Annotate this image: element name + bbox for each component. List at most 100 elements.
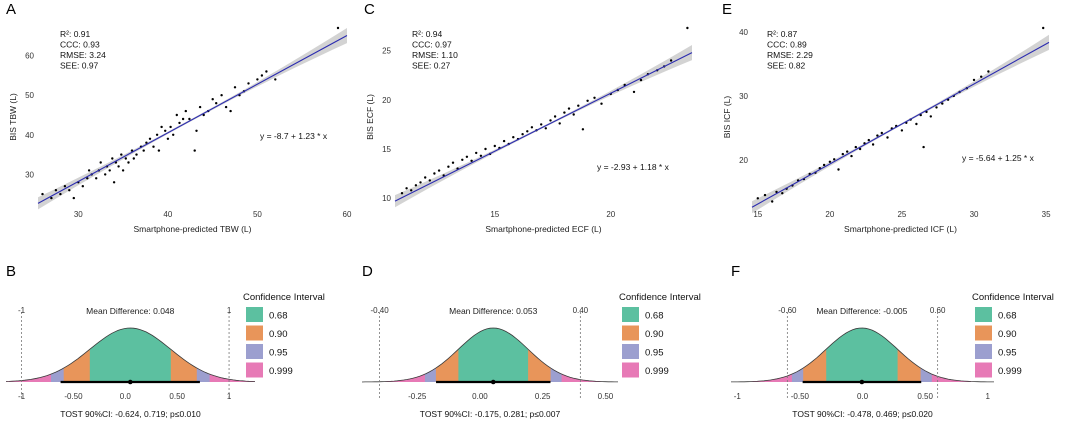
data-point	[433, 172, 436, 175]
panel-letter: E	[722, 1, 732, 18]
data-point	[99, 161, 102, 164]
data-point	[493, 144, 496, 148]
data-point	[419, 181, 422, 184]
y-tick-label: 30	[25, 170, 34, 179]
x-tick-label: -0.25	[408, 392, 427, 401]
data-point	[142, 149, 145, 152]
equivalence-bound-label: -0.40	[370, 306, 389, 315]
stat-text: SEE: 0.27	[412, 61, 451, 71]
data-point	[184, 109, 187, 113]
regression-equation: y = -5.64 + 1.25 * x	[962, 153, 1035, 163]
tost-result: TOST 90%CI: -0.175, 0.281; p≤0.007	[420, 409, 561, 419]
legend-swatch	[622, 325, 639, 341]
data-point	[108, 169, 111, 172]
data-point	[521, 133, 524, 136]
data-point	[876, 134, 879, 137]
data-point	[854, 145, 857, 149]
data-point	[130, 149, 134, 152]
x-tick-label: 0.0	[120, 392, 132, 401]
ci-legend: Confidence Interval 0.68 0.90 0.95 0.999	[972, 292, 1054, 378]
stat-text: CCC: 0.97	[412, 40, 452, 50]
data-point	[775, 190, 778, 194]
regression-equation: y = -8.7 + 1.23 * x	[260, 131, 328, 141]
stat-text: SEE: 0.82	[767, 61, 806, 71]
data-point	[148, 137, 152, 140]
data-point	[400, 192, 404, 195]
legend-title: Confidence Interval	[619, 292, 701, 303]
mean-difference-label: Mean Difference: 0.048	[86, 306, 174, 316]
data-point	[465, 155, 469, 158]
equivalence-bound-label: 1	[227, 306, 232, 315]
x-tick-label: 0.50	[169, 392, 185, 401]
data-point	[867, 138, 870, 142]
confidence-band	[752, 34, 1049, 214]
legend-swatch	[975, 325, 992, 341]
data-point	[540, 123, 543, 126]
data-point	[470, 159, 473, 162]
x-tick-label: 30	[74, 210, 83, 219]
data-point	[195, 129, 198, 132]
legend-title: Confidence Interval	[243, 292, 325, 303]
data-point	[121, 169, 125, 172]
panel-letter: D	[362, 263, 373, 280]
data-point	[63, 185, 67, 188]
data-point	[414, 184, 418, 187]
data-point	[256, 78, 259, 81]
x-tick-label: 0.00	[472, 392, 488, 401]
data-point	[828, 160, 832, 163]
data-point	[132, 157, 135, 160]
data-point	[549, 119, 552, 122]
legend-swatch	[246, 325, 263, 341]
x-axis-title: Smartphone-predicted TBW (L)	[134, 224, 252, 234]
density-curve	[731, 327, 994, 383]
tost-result: TOST 90%CI: -0.478, 0.469; p≤0.020	[792, 409, 933, 419]
data-point	[1042, 26, 1045, 30]
data-point	[858, 147, 862, 151]
data-point	[274, 78, 277, 81]
x-tick-label: 0.25	[535, 392, 551, 401]
data-point	[181, 117, 185, 121]
y-tick-label: 20	[382, 96, 391, 105]
data-point	[111, 157, 114, 160]
data-point	[577, 104, 580, 107]
x-tick-label: 20	[606, 210, 615, 219]
data-point	[336, 26, 340, 30]
data-point	[164, 129, 167, 132]
data-point	[479, 154, 483, 157]
legend-swatch	[975, 362, 992, 378]
data-point	[558, 122, 561, 125]
x-tick-label: 50	[253, 210, 262, 219]
data-point	[54, 189, 58, 192]
data-point	[260, 74, 264, 77]
stat-text: CCC: 0.89	[767, 40, 807, 50]
equivalence-bound-label: -1	[18, 306, 26, 315]
legend-swatch	[622, 344, 639, 359]
x-axis-title: Smartphone-predicted ECF (L)	[485, 224, 601, 234]
panel-letter: F	[731, 263, 740, 280]
data-point	[763, 193, 767, 197]
data-point	[544, 127, 547, 130]
confidence-band	[395, 45, 692, 208]
data-point	[929, 115, 932, 118]
panel-letter: A	[6, 1, 16, 18]
data-point	[530, 126, 534, 129]
data-point	[639, 78, 643, 82]
data-point	[553, 115, 557, 118]
legend-swatch	[246, 362, 263, 378]
equivalence-bound-label: 0.60	[930, 306, 946, 315]
density-panel-d: D -0.40 0.40 Mean Difference: 0.053 -0.25 0.0…	[361, 263, 701, 419]
mean-point	[490, 379, 496, 385]
data-point	[567, 107, 571, 110]
density-curve	[361, 327, 618, 383]
data-point	[980, 75, 983, 78]
y-tick-label: 20	[739, 156, 748, 165]
data-point	[265, 70, 268, 73]
data-point	[593, 96, 596, 100]
data-point	[900, 129, 904, 132]
legend-label: 0.999	[998, 366, 1022, 377]
data-point	[669, 59, 673, 62]
legend-label: 0.95	[645, 348, 664, 359]
density-panel-b: B -1 1 Mean Difference: 0.048 -1 -0.50 0.0 0.50…	[5, 263, 325, 419]
data-point	[104, 173, 107, 176]
